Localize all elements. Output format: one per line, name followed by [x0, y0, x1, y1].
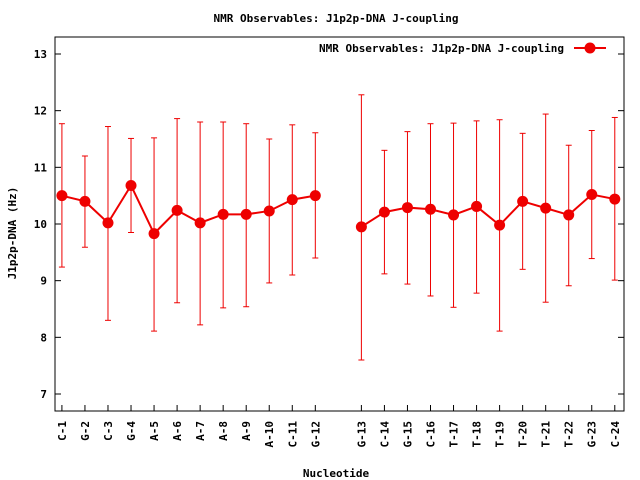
x-tick-label: C-16	[424, 421, 437, 448]
data-point	[355, 221, 367, 233]
data-point	[263, 205, 275, 217]
data-point	[563, 209, 575, 221]
data-point	[424, 203, 436, 215]
data-point	[586, 189, 598, 201]
x-tick-label: A-9	[240, 421, 253, 441]
data-point	[102, 217, 114, 229]
data-point	[79, 195, 91, 207]
x-tick-label: A-5	[148, 421, 161, 441]
y-tick-label: 11	[34, 161, 48, 174]
data-point	[401, 202, 413, 214]
data-point	[609, 193, 621, 205]
x-tick-label: T-19	[494, 421, 507, 448]
x-tick-label: T-17	[448, 421, 461, 448]
y-tick-label: 7	[40, 388, 47, 401]
data-point	[217, 208, 229, 220]
y-tick-label: 9	[40, 275, 47, 288]
x-tick-label: G-13	[355, 421, 368, 448]
x-tick-label: G-23	[586, 421, 599, 448]
legend-label: NMR Observables: J1p2p-DNA J-coupling	[319, 42, 564, 55]
x-tick-label: T-21	[540, 421, 553, 448]
y-tick-label: 10	[34, 218, 47, 231]
x-tick-label: T-22	[563, 421, 576, 448]
data-point	[378, 206, 390, 218]
chart-title: NMR Observables: J1p2p-DNA J-coupling	[213, 12, 458, 25]
x-tick-label: A-10	[263, 421, 276, 448]
plot-border	[54, 36, 625, 412]
x-tick-label: C-1	[56, 421, 69, 441]
data-point	[494, 219, 506, 231]
x-tick-label: T-18	[471, 421, 484, 448]
x-tick-label: G-2	[79, 421, 92, 441]
data-point	[194, 217, 206, 229]
x-tick-label: C-14	[378, 421, 391, 448]
data-point	[148, 228, 160, 240]
data-point	[171, 204, 183, 216]
y-tick-label: 8	[40, 331, 47, 344]
data-point	[540, 202, 552, 214]
data-point	[517, 195, 529, 207]
x-tick-label: G-15	[401, 421, 414, 448]
x-tick-label: G-12	[309, 421, 322, 448]
x-tick-label: A-6	[171, 421, 184, 441]
y-axis-label: J1p2p-DNA (Hz)	[6, 187, 19, 280]
y-tick-label: 13	[34, 48, 47, 61]
series-line	[360, 193, 615, 228]
x-tick-label: C-3	[102, 421, 115, 441]
x-tick-label: A-8	[217, 421, 230, 441]
data-point	[240, 208, 252, 220]
data-point	[448, 209, 460, 221]
data-point	[309, 190, 321, 202]
legend: NMR Observables: J1p2p-DNA J-coupling	[319, 42, 606, 55]
x-tick-label: C-11	[286, 421, 299, 448]
data-point	[286, 194, 298, 206]
series-line	[61, 183, 316, 236]
data-point	[125, 179, 137, 191]
data-point	[56, 190, 68, 202]
x-tick-label: G-4	[125, 421, 138, 441]
data-point	[471, 200, 483, 212]
x-tick-label: C-24	[609, 421, 622, 448]
x-tick-label: T-20	[517, 421, 530, 448]
y-tick-label: 12	[34, 105, 47, 118]
x-tick-label: A-7	[194, 421, 207, 441]
x-axis-label: Nucleotide	[303, 467, 370, 480]
plot-area: 7 8 9 10 11 12 13 C-1 G-2 C-3 G-4 A-5 A-6 A-7 A-8 A-9 A-…	[34, 36, 625, 448]
legend-marker	[584, 42, 596, 54]
